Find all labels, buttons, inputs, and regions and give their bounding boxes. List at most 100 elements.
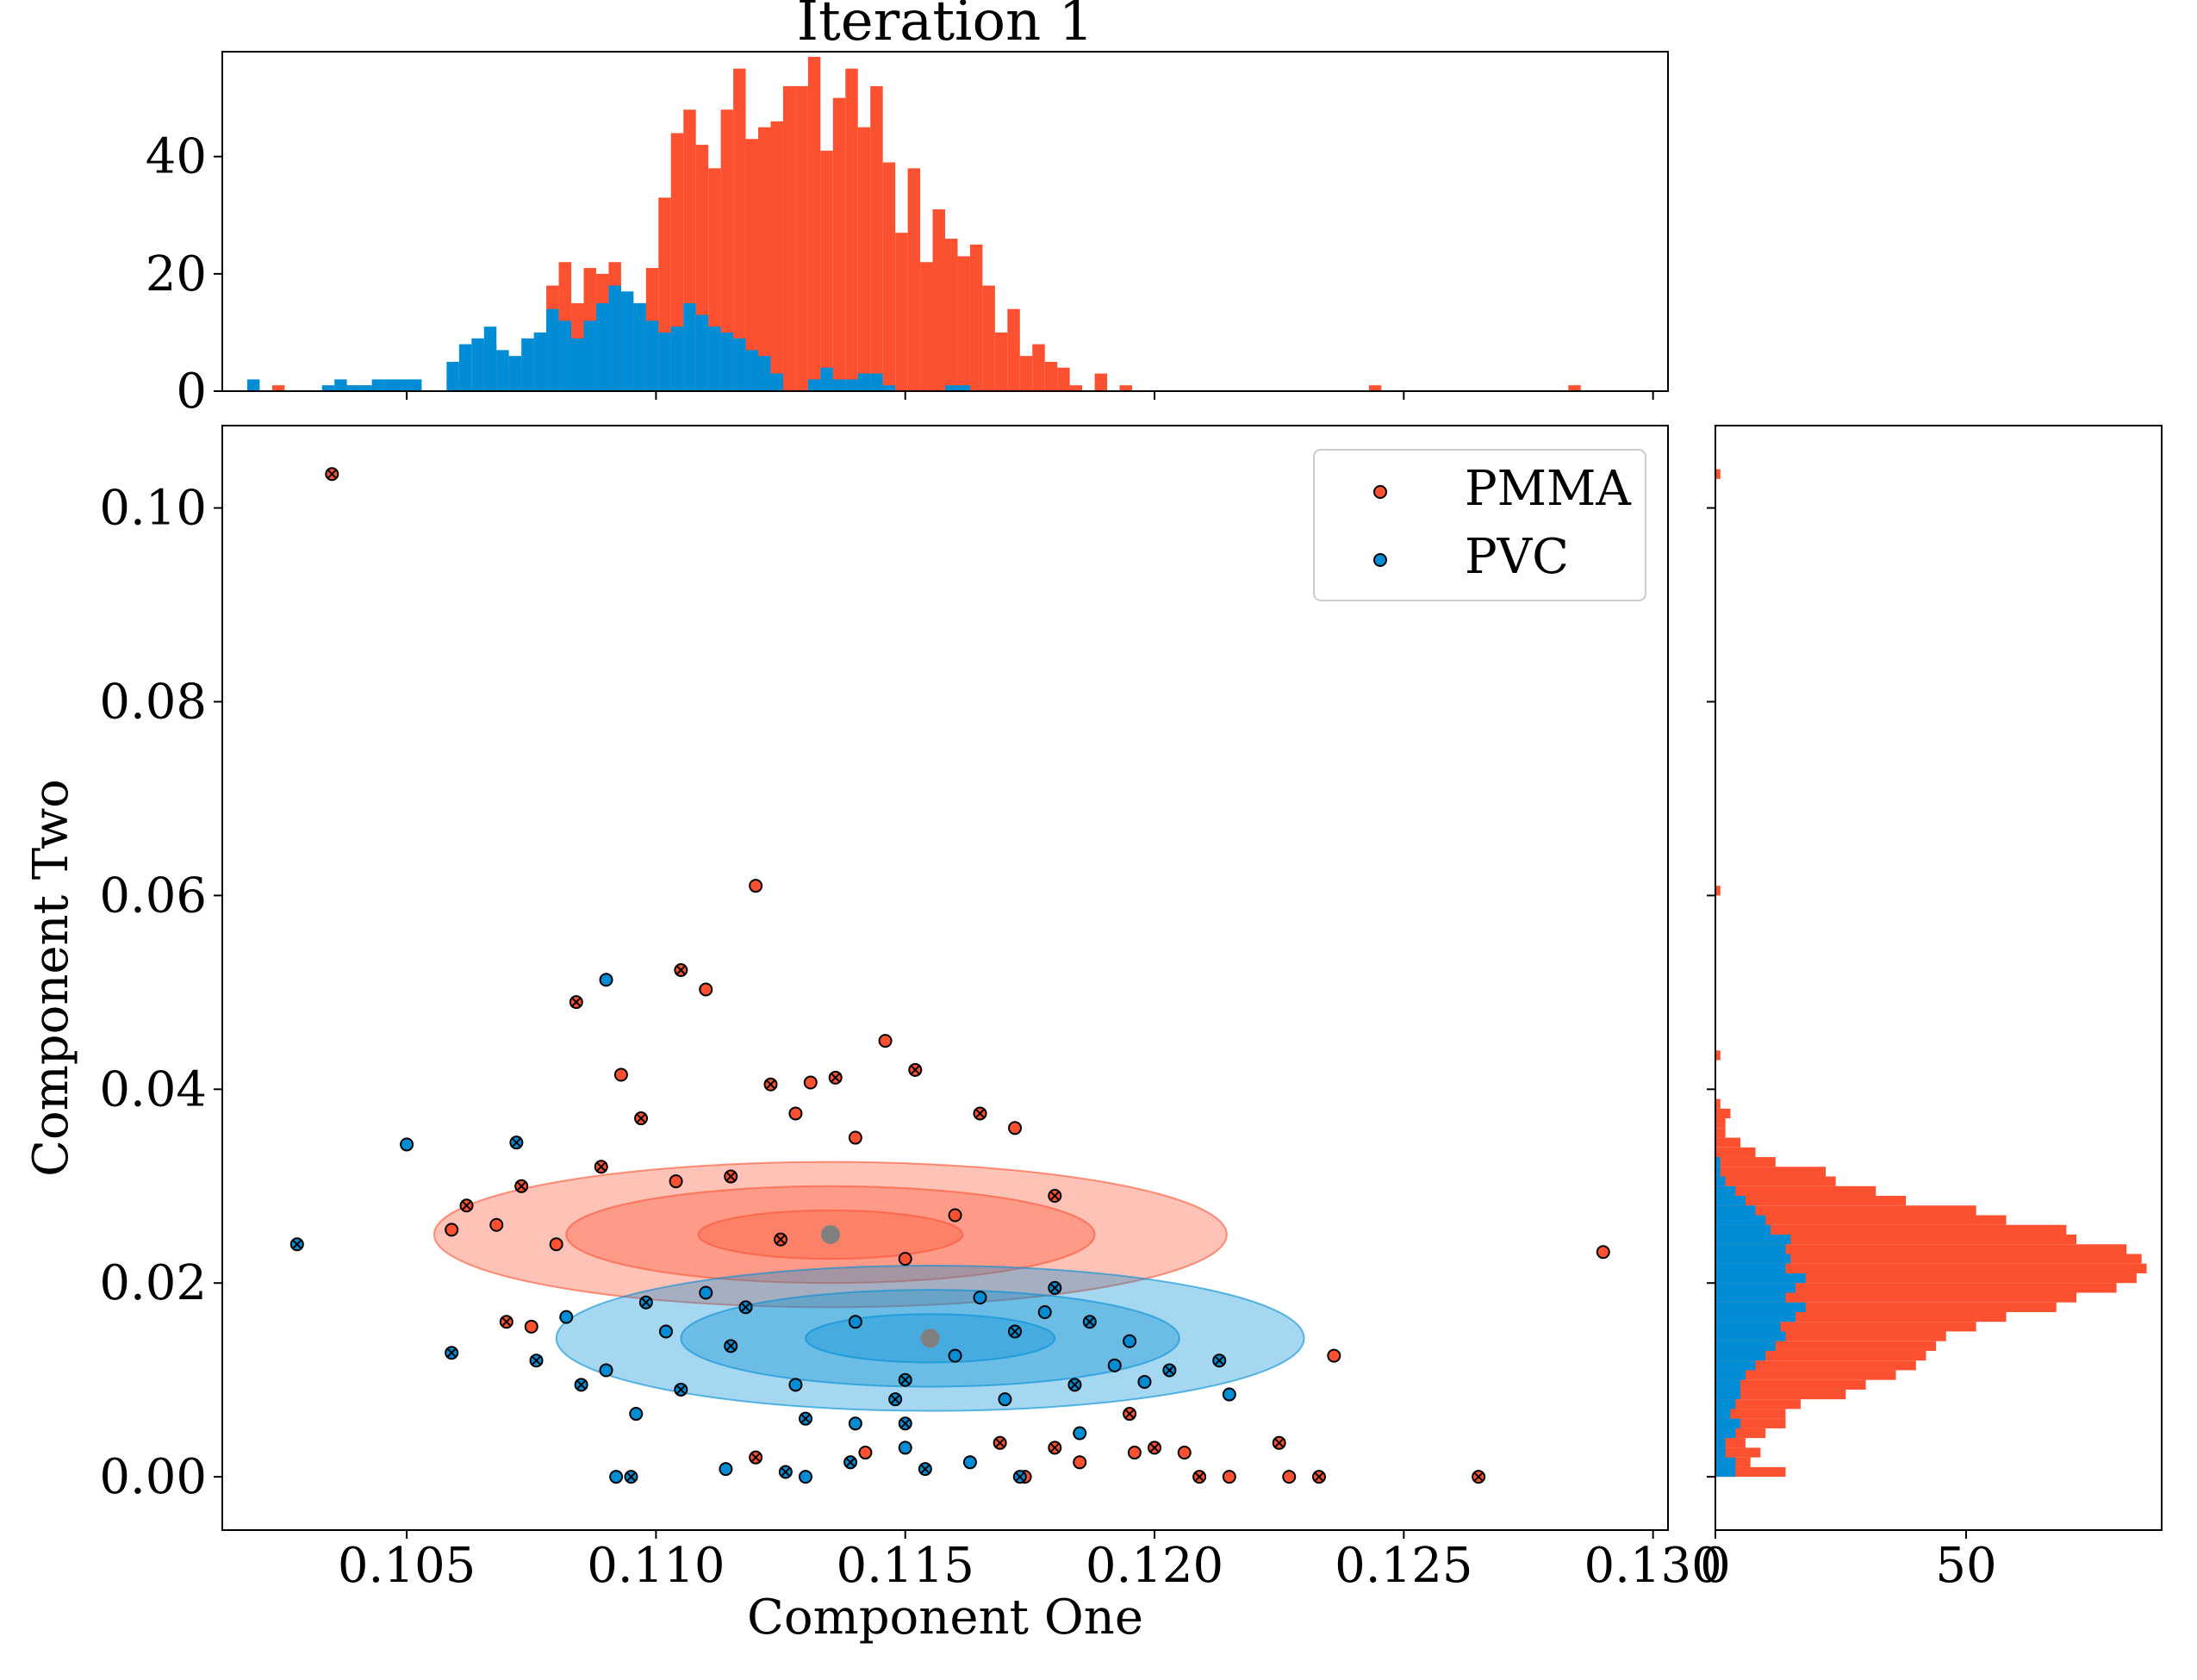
point-cross-pvc-0 [292,1239,302,1249]
top-bar-pvc [620,291,634,391]
top-bar-pvc [471,338,484,391]
right-bar-pmma [1715,1108,1731,1119]
point-cross-pvc-6 [625,1472,637,1482]
point-cross-pmma-46 [775,1234,786,1245]
point-cross-pvc-4 [446,1347,457,1358]
point-pmma-19 [1222,1470,1236,1484]
top-bar-pvc [371,379,385,391]
point-cross-pvc-12 [920,1464,930,1474]
point-pmma-1 [749,879,763,893]
right-bar-pvc [1715,1311,1796,1322]
right-bar-pvc [1715,1215,1766,1225]
point-cross-pmma-10 [830,1073,841,1083]
point-cross-pmma-36 [516,1181,526,1192]
top-y-tick-label: 40 [146,129,207,185]
right-histogram-x-ticks: 0 50 [1700,1530,1997,1594]
right-bar-pmma [1715,886,1721,896]
point-pmma-31 [524,1319,538,1334]
point-cross-pmma-38 [596,1161,607,1172]
top-bar-pvc [608,285,621,391]
point-pvc-29 [1037,1304,1052,1319]
top-bar-pvc [508,356,522,391]
point-pmma-7 [613,1067,628,1082]
top-bar-pvc [496,350,509,391]
top-bar-pvc [683,302,696,391]
top-bar-pmma [1094,373,1108,391]
right-bar-pmma [1715,1438,1746,1448]
right-bar-pmma [1715,1224,2067,1235]
top-histogram-y-ticks: 0 20 40 [146,129,222,420]
point-cross-pmma-26 [1049,1442,1061,1453]
right-bar-pmma [1715,1466,1786,1478]
point-cross-pmma-22 [1149,1442,1160,1453]
point-cross-pvc-42 [1069,1379,1080,1391]
right-bar-pmma [1715,1409,1786,1419]
point-pvc-39 [973,1291,987,1305]
point-cross-pvc-22 [675,1384,687,1395]
right-bar-pvc [1715,1399,1736,1409]
top-bar-pmma [807,57,821,391]
point-pmma-15 [1327,1348,1341,1363]
point-pvc-37 [559,1310,574,1324]
point-pvc-5 [609,1470,624,1484]
point-cross-pvc-16 [900,1418,911,1429]
top-bar-pmma [945,239,958,391]
right-bar-pmma [1715,1311,2007,1322]
top-bar-pmma [1568,385,1581,391]
right-bar-pvc [1715,1167,1721,1177]
scatter-points [289,467,1610,1484]
right-bar-pvc [1715,1447,1726,1458]
right-bar-pmma [1715,1215,2007,1225]
top-bar-pmma [770,121,783,391]
top-bar-pmma [857,127,871,391]
top-bar-pvc [832,379,846,391]
point-cross-pvc-36 [641,1297,651,1308]
top-bar-pmma [957,256,970,391]
point-cross-pmma-30 [750,1452,761,1463]
right-bar-pmma [1715,1292,2077,1303]
point-cross-pvc-46 [725,1341,736,1352]
point-cross-pvc-40 [1049,1283,1061,1293]
point-pvc-23 [1137,1374,1152,1389]
point-pvc-19 [599,1363,613,1378]
y-tick-label: 0.00 [99,1449,207,1505]
x-tick-label: 0.130 [1584,1538,1721,1594]
right-bar-pvc [1715,1196,1746,1206]
top-bar-pvc [845,379,858,391]
top-bar-pmma [758,127,771,391]
point-pmma-45 [898,1252,912,1266]
top-bar-pvc [334,379,347,391]
right-bar-pmma [1715,1370,1896,1380]
right-histogram-y-ticks [1707,507,1715,1478]
top-bar-pvc [745,350,759,391]
point-cross-pvc-34 [740,1302,751,1313]
top-bar-pvc [583,320,596,391]
point-pmma-23 [1127,1446,1142,1460]
y-axis-ticks: 0.00 0.02 0.04 0.06 0.08 0.10 [99,481,222,1505]
right-bar-pmma [1715,1137,1741,1148]
right-bar-pvc [1715,1428,1736,1439]
right-bar-pmma [1715,469,1721,479]
point-pmma-3 [699,982,713,997]
right-bar-pvc [1715,1379,1741,1390]
right-bar-pmma [1715,1263,2147,1273]
right-bar-pvc [1715,1389,1741,1400]
point-pmma-37 [549,1237,563,1252]
top-bar-pvc [670,327,684,391]
top-y-tick-label: 0 [176,364,207,420]
top-bar-pvc [571,338,584,391]
point-pmma-41 [948,1208,962,1223]
top-bar-pvc [408,379,422,391]
point-cross-pmma-4 [571,997,582,1007]
right-bar-pvc [1715,1466,1736,1478]
right-histogram-panel: 0 50 [1700,425,2163,1594]
top-bar-pmma [932,208,945,391]
right-bar-pmma [1715,1360,1916,1371]
x-axis-label: Component One [747,1590,1143,1646]
right-bar-pvc [1715,1272,1806,1284]
point-cross-pvc-38 [531,1355,542,1366]
centroids [820,1225,940,1348]
point-pmma-17 [1282,1470,1297,1484]
top-bar-pmma [1032,344,1045,391]
right-bar-pmma [1715,1379,1866,1390]
